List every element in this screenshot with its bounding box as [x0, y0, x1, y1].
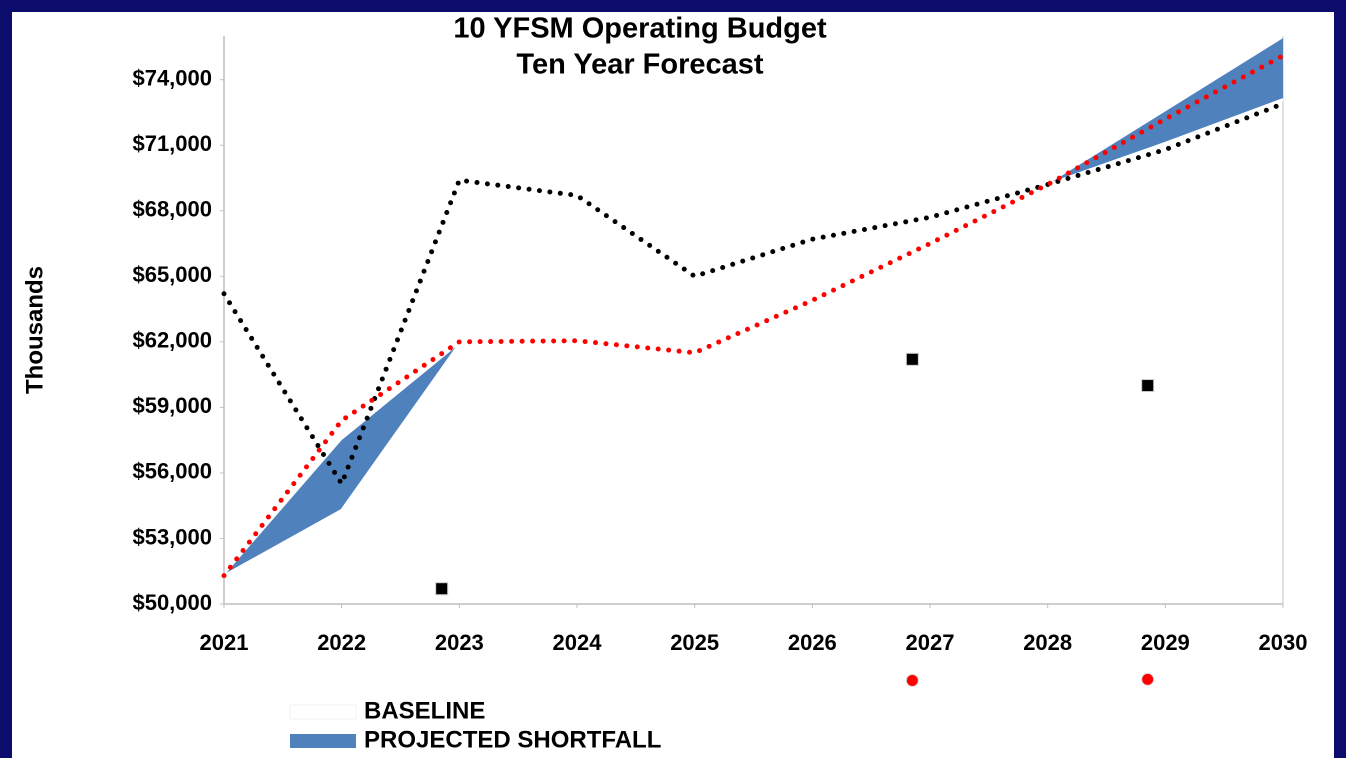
legend-swatch	[290, 734, 356, 748]
baseline-line	[223, 343, 461, 577]
chart-subtitle: Ten Year Forecast	[516, 49, 764, 81]
y-tick-label: $53,000	[132, 524, 212, 549]
legend-label: BASELINE	[364, 697, 485, 724]
x-tick-label: 2029	[1141, 630, 1190, 655]
y-tick-label: $71,000	[132, 131, 212, 156]
y-tick-label: $62,000	[132, 328, 212, 353]
x-tick-label: 2028	[1023, 630, 1072, 655]
y-axis-label: Thousands	[21, 266, 48, 394]
x-tick-label: 2030	[1259, 630, 1308, 655]
legend-label: PROJECTED SHORTFALL	[364, 726, 661, 753]
dot-marker	[905, 673, 919, 687]
x-tick-label: 2025	[670, 630, 719, 655]
x-tick-label: 2021	[200, 630, 249, 655]
shortfall-area	[1047, 38, 1283, 185]
x-tick-label: 2024	[553, 630, 603, 655]
shortfall-area	[224, 344, 460, 576]
y-tick-label: $50,000	[132, 590, 212, 615]
y-tick-label: $68,000	[132, 197, 212, 222]
x-tick-label: 2027	[906, 630, 955, 655]
legend-swatch	[289, 704, 357, 720]
dotted-line	[221, 53, 1286, 579]
chart-title: 10 YFSM Operating Budget	[453, 13, 827, 45]
square-marker	[435, 582, 449, 596]
dotted-line	[221, 101, 1286, 490]
y-tick-label: $56,000	[132, 459, 212, 484]
square-marker	[1141, 379, 1155, 393]
y-tick-label: $59,000	[132, 393, 212, 418]
x-tick-label: 2023	[435, 630, 484, 655]
x-tick-label: 2026	[788, 630, 837, 655]
x-tick-label: 2022	[317, 630, 366, 655]
chart-background	[12, 12, 1334, 758]
y-tick-label: $74,000	[132, 66, 212, 91]
dot-marker	[1141, 672, 1155, 686]
y-tick-label: $65,000	[132, 262, 212, 287]
square-marker	[905, 352, 919, 366]
